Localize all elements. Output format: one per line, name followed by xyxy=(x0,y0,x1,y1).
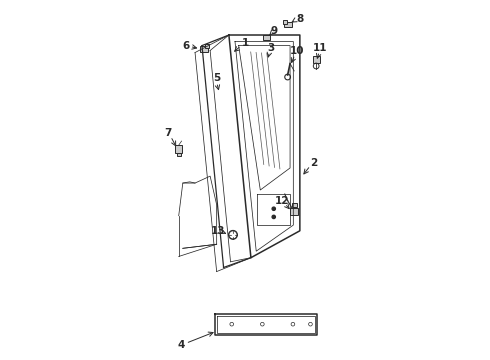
Text: 8: 8 xyxy=(296,14,303,24)
Text: 13: 13 xyxy=(211,226,225,236)
Text: 7: 7 xyxy=(164,128,171,138)
Text: 2: 2 xyxy=(310,158,317,168)
Bar xyxy=(290,208,298,215)
Circle shape xyxy=(272,207,275,210)
Text: 1: 1 xyxy=(242,38,249,48)
Text: 3: 3 xyxy=(268,44,275,54)
Text: 10: 10 xyxy=(290,46,304,56)
Bar xyxy=(177,153,181,156)
Text: 9: 9 xyxy=(270,26,277,36)
Text: 5: 5 xyxy=(213,73,220,83)
Circle shape xyxy=(230,232,236,238)
Circle shape xyxy=(272,215,275,219)
Circle shape xyxy=(228,230,238,239)
Bar xyxy=(205,44,209,48)
Text: 6: 6 xyxy=(182,41,189,51)
Bar xyxy=(200,46,208,52)
Text: 11: 11 xyxy=(313,44,327,54)
Bar xyxy=(283,19,287,24)
Bar xyxy=(175,145,182,153)
Bar xyxy=(313,57,320,63)
Bar xyxy=(292,203,296,207)
Bar xyxy=(263,35,270,40)
Text: 12: 12 xyxy=(275,195,289,206)
Bar xyxy=(284,22,292,27)
Text: 4: 4 xyxy=(178,340,185,350)
